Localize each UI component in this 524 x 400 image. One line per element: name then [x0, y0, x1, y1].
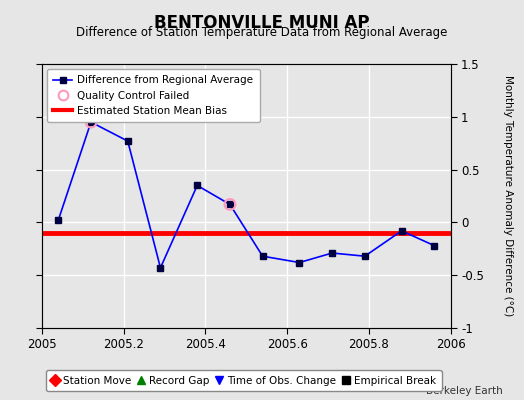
- Text: BENTONVILLE MUNI AP: BENTONVILLE MUNI AP: [154, 14, 370, 32]
- Text: Difference of Station Temperature Data from Regional Average: Difference of Station Temperature Data f…: [77, 26, 447, 39]
- Legend: Difference from Regional Average, Quality Control Failed, Estimated Station Mean: Difference from Regional Average, Qualit…: [47, 69, 259, 122]
- Y-axis label: Monthly Temperature Anomaly Difference (°C): Monthly Temperature Anomaly Difference (…: [504, 75, 514, 317]
- Point: [226, 201, 234, 208]
- Legend: Station Move, Record Gap, Time of Obs. Change, Empirical Break: Station Move, Record Gap, Time of Obs. C…: [46, 370, 442, 391]
- Point: [87, 119, 95, 125]
- Text: Berkeley Earth: Berkeley Earth: [427, 386, 503, 396]
